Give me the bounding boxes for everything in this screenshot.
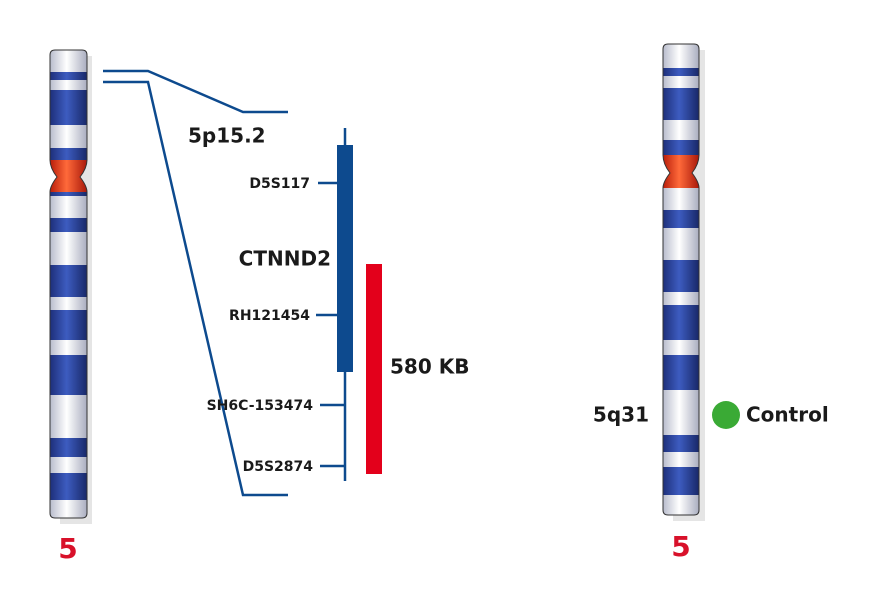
deletion-size: 580 KB — [390, 355, 469, 379]
deletion-bar — [366, 264, 382, 474]
gene-bar — [337, 145, 353, 372]
region-label: 5p15.2 — [188, 124, 266, 148]
left-chromosome — [49, 49, 92, 524]
marker: SH6C-153474 — [207, 398, 314, 414]
band-label: 5q31 — [593, 403, 649, 427]
chromosome-label: 5 — [58, 532, 77, 565]
control-probe — [712, 401, 740, 429]
probe-label: Control — [746, 403, 829, 427]
marker: RH121454 — [229, 308, 310, 324]
marker: D5S117 — [249, 176, 310, 192]
chromosome-label: 5 — [671, 530, 690, 563]
marker: D5S2874 — [243, 459, 314, 475]
right-chromosome — [662, 43, 705, 521]
gene-label: CTNND2 — [239, 247, 331, 271]
